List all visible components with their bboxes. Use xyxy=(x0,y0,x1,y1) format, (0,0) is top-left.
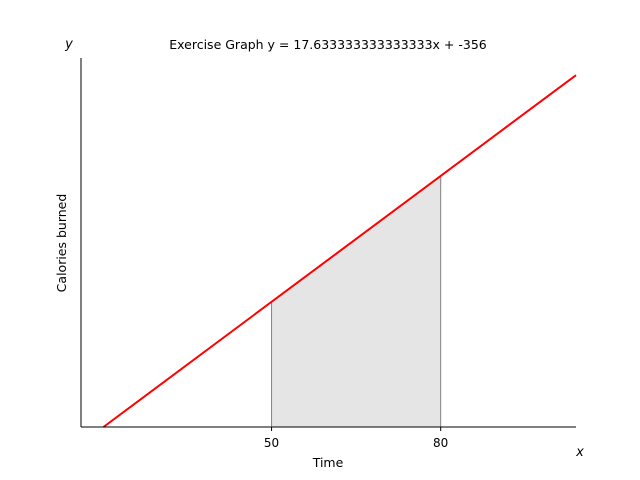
x-ticks: 50 80 xyxy=(264,427,448,450)
shaded-area xyxy=(271,175,441,427)
chart-title: Exercise Graph y = 17.633333333333333x +… xyxy=(169,37,487,52)
y-axis-label: Calories burned xyxy=(54,194,69,293)
x-tick-label-50: 50 xyxy=(264,436,279,450)
x-tick-label-80: 80 xyxy=(433,436,448,450)
x-axis-label: Time xyxy=(312,455,344,470)
x-corner-label: x xyxy=(575,445,584,460)
series-line xyxy=(102,74,577,428)
y-corner-label: y xyxy=(64,37,73,52)
